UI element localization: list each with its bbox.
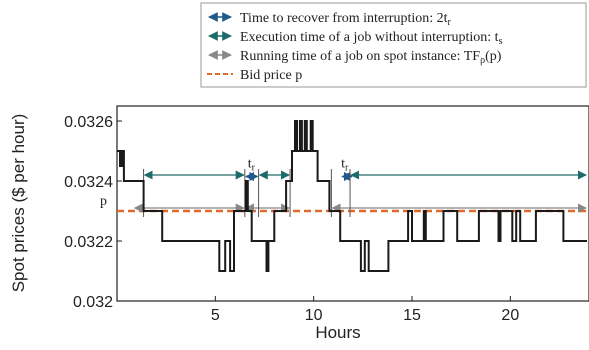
- x-tick-label: 5: [211, 307, 220, 324]
- text-main: t: [341, 157, 345, 172]
- text-main: Running time of a job on spot instance: …: [240, 49, 480, 64]
- x-tick-label: 10: [305, 307, 323, 324]
- text-subscript: r: [252, 163, 256, 174]
- chart-legend: Time to recover from interruption: 2tr Ex…: [200, 2, 587, 88]
- y-tick-label: 0.0326: [64, 114, 113, 131]
- text-main: Time to recover from interruption: 2t: [240, 11, 448, 26]
- legend-entry-label: Bid price p: [240, 68, 302, 83]
- recovery-labels: tr tr: [248, 157, 349, 174]
- y-axis-label: Spot prices ($ per hour): [9, 114, 28, 293]
- legend-entry-label: Running time of a job on spot instance: …: [240, 49, 502, 66]
- text-subscript: ρ: [480, 55, 485, 66]
- text-subscript: r: [448, 17, 452, 28]
- text-main: Execution time of a job without interrup…: [240, 30, 499, 45]
- bid-price-label: p: [100, 194, 107, 209]
- x-axis: 5 10 15 20: [211, 296, 519, 324]
- interval-arrows: [133, 169, 587, 217]
- x-axis-label: Hours: [315, 323, 360, 342]
- text-suffix: (p): [485, 49, 502, 64]
- y-tick-label: 0.032: [73, 294, 113, 311]
- text-main: Bid price p: [240, 68, 302, 83]
- y-tick-label: 0.0324: [64, 174, 113, 191]
- text-subscript: s: [499, 36, 503, 47]
- legend-box: [200, 2, 587, 88]
- x-tick-label: 15: [403, 307, 421, 324]
- recovery-time-label: tr: [341, 157, 349, 174]
- legend-entry-label: Execution time of a job without interrup…: [240, 30, 503, 47]
- spot-price-series-line: [117, 120, 587, 272]
- legend-entry-label: Time to recover from interruption: 2tr: [240, 11, 452, 28]
- text-main: t: [248, 157, 252, 172]
- text-subscript: r: [345, 163, 349, 174]
- y-tick-label: 0.0322: [64, 234, 113, 251]
- y-axis: 0.032 0.0322 0.0324 0.0326: [64, 114, 122, 311]
- recovery-time-label: tr: [248, 157, 256, 174]
- plot-frame: [116, 105, 589, 302]
- x-tick-label: 20: [501, 307, 519, 324]
